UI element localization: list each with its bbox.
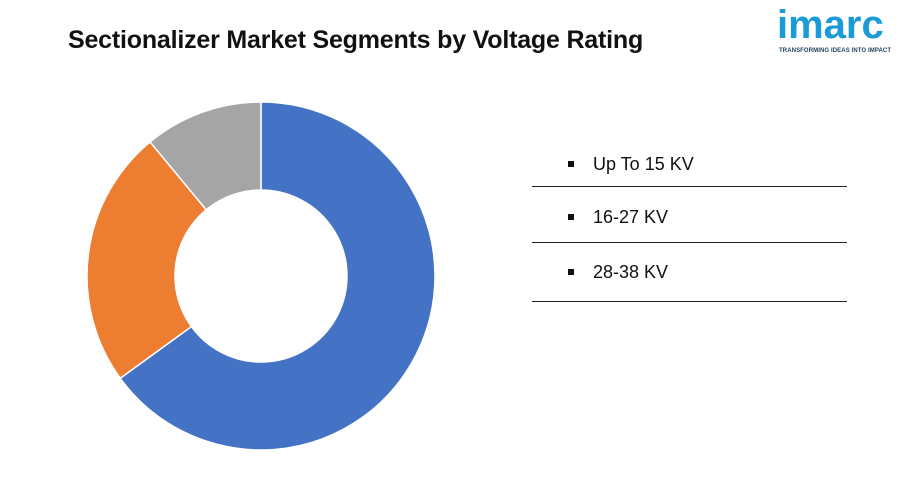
legend-label: 28-38 KV (593, 262, 669, 282)
legend-item-16-27kv: 16-27 KV (532, 187, 847, 243)
logo-wordmark: imarc (777, 3, 884, 47)
logo-tagline: TRANSFORMING IDEAS INTO IMPACT (779, 48, 892, 54)
legend-bullet-icon (568, 161, 574, 167)
donut-slice-up-to-15-kv (119, 101, 436, 451)
legend-bullet-icon (568, 214, 574, 220)
donut-slices (86, 101, 436, 451)
legend-label: Up To 15 KV (593, 154, 694, 174)
legend-bullet-icon (568, 269, 574, 275)
donut-slice-28-38-kv (149, 101, 262, 211)
legend: Up To 15 KV 16-27 KV 28-38 KV (532, 139, 847, 302)
chart-title: Sectionalizer Market Segments by Voltage… (68, 26, 644, 54)
legend-item-28-38kv: 28-38 KV (532, 243, 847, 302)
donut-chart (86, 101, 436, 451)
imarc-logo: imarc TRANSFORMING IDEAS INTO IMPACT (777, 3, 895, 58)
legend-item-up-to-15kv: Up To 15 KV (532, 139, 847, 187)
legend-label: 16-27 KV (593, 207, 669, 227)
donut-slice-16-27-kv (86, 140, 208, 380)
